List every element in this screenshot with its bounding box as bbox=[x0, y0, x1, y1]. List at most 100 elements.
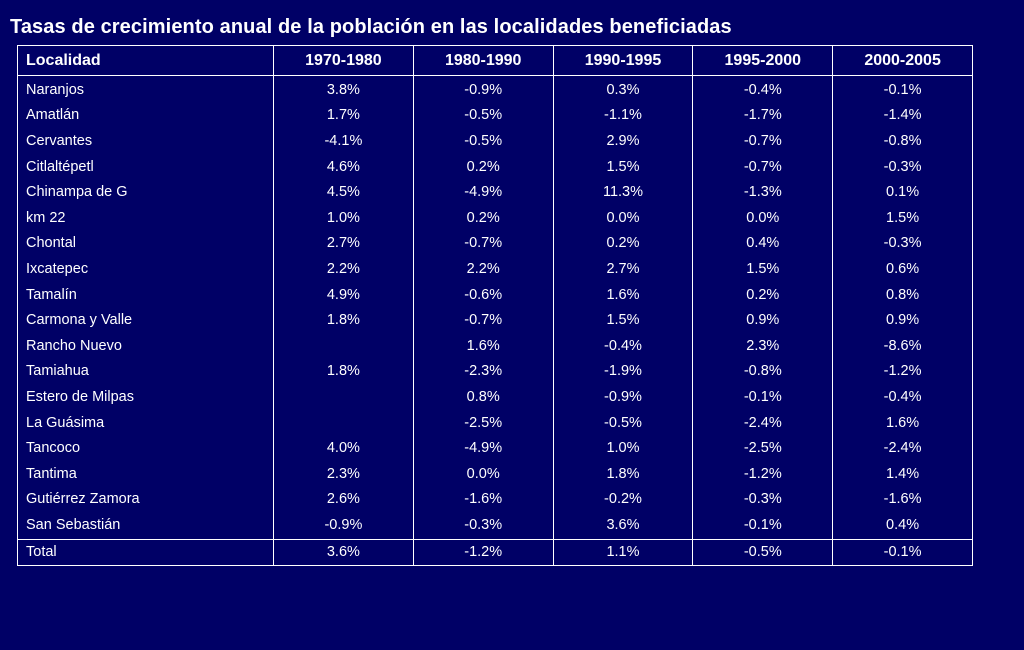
rate-cell: 2.3% bbox=[692, 332, 834, 359]
rate-cell: -0.4% bbox=[552, 332, 694, 359]
rate-cell: 2.2% bbox=[412, 256, 554, 282]
rate-cell: -1.2% bbox=[832, 358, 973, 385]
localidad-cell: km 22 bbox=[17, 204, 274, 231]
table-row: Gutiérrez Zamora 2.6% -1.6% -0.2% -0.3% -1.6% bbox=[17, 486, 973, 513]
rate-cell: 1.6% bbox=[832, 409, 973, 436]
rate-cell: 0.4% bbox=[832, 512, 973, 540]
table-row: Chinampa de G 4.5% -4.9% 11.3% -1.3% 0.1% bbox=[17, 179, 973, 205]
table-row: Tancoco 4.0% -4.9% 1.0% -2.5% -2.4% bbox=[17, 435, 973, 461]
rate-cell: -0.3% bbox=[832, 230, 973, 257]
rate-cell: -4.9% bbox=[412, 179, 554, 205]
rate-cell: 1.6% bbox=[412, 332, 554, 359]
rate-cell: 0.6% bbox=[832, 256, 973, 282]
localidad-cell: Amatlán bbox=[17, 102, 274, 129]
localidad-cell: Chontal bbox=[17, 230, 274, 257]
rate-cell: -0.9% bbox=[412, 75, 554, 103]
total-cell: -0.5% bbox=[692, 538, 834, 566]
column-header-1980-1990: 1980-1990 bbox=[412, 45, 554, 76]
rate-cell: -0.7% bbox=[692, 153, 834, 180]
table-body: Naranjos 3.8% -0.9% 0.3% -0.4% -0.1% Amatlán 1.… bbox=[17, 75, 973, 540]
rate-cell: 0.8% bbox=[832, 281, 973, 308]
rate-cell: -2.4% bbox=[832, 435, 973, 461]
rate-cell: 0.9% bbox=[832, 307, 973, 333]
rate-cell: -1.7% bbox=[692, 102, 834, 129]
column-header-1970-1980: 1970-1980 bbox=[273, 45, 414, 76]
table-row: Estero de Milpas 0.8% -0.9% -0.1% -0.4% bbox=[17, 384, 973, 410]
localidad-cell: Tamiahua bbox=[17, 358, 274, 385]
rate-cell: -0.5% bbox=[412, 128, 554, 154]
localidad-cell: San Sebastián bbox=[17, 512, 274, 540]
rate-cell: 2.9% bbox=[552, 128, 694, 154]
table-row: Tamiahua 1.8% -2.3% -1.9% -0.8% -1.2% bbox=[17, 358, 973, 385]
rate-cell: -0.3% bbox=[692, 486, 834, 513]
localidad-cell: Rancho Nuevo bbox=[17, 332, 274, 359]
rate-cell: -8.6% bbox=[832, 332, 973, 359]
rate-cell: -0.4% bbox=[692, 75, 834, 103]
rate-cell: 0.0% bbox=[412, 460, 554, 487]
localidad-cell: Citlaltépetl bbox=[17, 153, 274, 180]
rate-cell: -0.9% bbox=[273, 512, 414, 540]
rate-cell: -0.4% bbox=[832, 384, 973, 410]
rate-cell: 1.5% bbox=[692, 256, 834, 282]
total-cell: 3.6% bbox=[273, 538, 414, 566]
rate-cell: 1.4% bbox=[832, 460, 973, 487]
rate-cell: -1.3% bbox=[692, 179, 834, 205]
total-cell: -0.1% bbox=[832, 538, 973, 566]
rate-cell: -2.5% bbox=[412, 409, 554, 436]
rate-cell: -1.1% bbox=[552, 102, 694, 129]
localidad-cell: Tamalín bbox=[17, 281, 274, 308]
rate-cell: 4.0% bbox=[273, 435, 414, 461]
rate-cell: -0.3% bbox=[412, 512, 554, 540]
rate-cell: -2.4% bbox=[692, 409, 834, 436]
rate-cell: -2.3% bbox=[412, 358, 554, 385]
header-row: Localidad 1970-1980 1980-1990 1990-1995 … bbox=[17, 45, 973, 76]
rate-cell: 0.0% bbox=[692, 204, 834, 231]
rate-cell: 0.2% bbox=[412, 153, 554, 180]
table-row: Citlaltépetl 4.6% 0.2% 1.5% -0.7% -0.3% bbox=[17, 153, 973, 180]
rate-cell: -4.1% bbox=[273, 128, 414, 154]
rate-cell: 0.2% bbox=[692, 281, 834, 308]
table-row: Carmona y Valle 1.8% -0.7% 1.5% 0.9% 0.9% bbox=[17, 307, 973, 333]
localidad-cell: Estero de Milpas bbox=[17, 384, 274, 410]
rate-cell: 2.3% bbox=[273, 460, 414, 487]
total-row: Total 3.6% -1.2% 1.1% -0.5% -0.1% bbox=[17, 538, 973, 566]
rate-cell: -0.1% bbox=[692, 512, 834, 540]
rate-cell: 0.8% bbox=[412, 384, 554, 410]
column-header-2000-2005: 2000-2005 bbox=[832, 45, 973, 76]
rate-cell: 1.0% bbox=[273, 204, 414, 231]
rate-cell: 0.2% bbox=[412, 204, 554, 231]
rate-cell: -1.9% bbox=[552, 358, 694, 385]
rate-cell: 0.3% bbox=[552, 75, 694, 103]
rate-cell: 1.0% bbox=[552, 435, 694, 461]
rate-cell: 4.6% bbox=[273, 153, 414, 180]
rate-cell: -0.2% bbox=[552, 486, 694, 513]
localidad-cell: Gutiérrez Zamora bbox=[17, 486, 274, 513]
column-header-1995-2000: 1995-2000 bbox=[692, 45, 834, 76]
rate-cell: 1.8% bbox=[273, 307, 414, 333]
rate-cell bbox=[273, 409, 414, 436]
table-row: km 22 1.0% 0.2% 0.0% 0.0% 1.5% bbox=[17, 204, 973, 231]
rate-cell: -1.6% bbox=[412, 486, 554, 513]
rate-cell: 1.8% bbox=[273, 358, 414, 385]
table-row: Amatlán 1.7% -0.5% -1.1% -1.7% -1.4% bbox=[17, 102, 973, 129]
table-row: Chontal 2.7% -0.7% 0.2% 0.4% -0.3% bbox=[17, 230, 973, 257]
rate-cell: -0.9% bbox=[552, 384, 694, 410]
rate-cell: -0.8% bbox=[692, 358, 834, 385]
rate-cell: -0.5% bbox=[412, 102, 554, 129]
localidad-cell: Naranjos bbox=[17, 75, 274, 103]
localidad-cell: Cervantes bbox=[17, 128, 274, 154]
table-row: Ixcatepec 2.2% 2.2% 2.7% 1.5% 0.6% bbox=[17, 256, 973, 282]
rate-cell: 4.5% bbox=[273, 179, 414, 205]
total-label: Total bbox=[17, 538, 274, 566]
rate-cell: -1.2% bbox=[692, 460, 834, 487]
table-row: Rancho Nuevo 1.6% -0.4% 2.3% -8.6% bbox=[17, 332, 973, 359]
rate-cell: 2.6% bbox=[273, 486, 414, 513]
rate-cell: 1.7% bbox=[273, 102, 414, 129]
rate-cell: -1.6% bbox=[832, 486, 973, 513]
rate-cell: 1.5% bbox=[552, 307, 694, 333]
rate-cell: 3.6% bbox=[552, 512, 694, 540]
rate-cell: 1.6% bbox=[552, 281, 694, 308]
localidad-cell: Tancoco bbox=[17, 435, 274, 461]
rate-cell: -0.7% bbox=[412, 307, 554, 333]
localidad-cell: La Guásima bbox=[17, 409, 274, 436]
